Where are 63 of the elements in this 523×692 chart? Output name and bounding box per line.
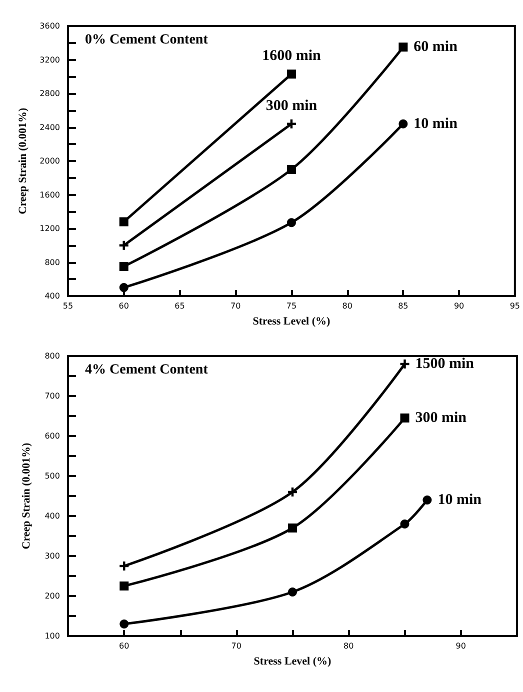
series-label: 300 min — [415, 410, 468, 426]
point — [286, 164, 296, 174]
x-tick-label: 85 — [398, 302, 408, 310]
y-tick-label: 400 — [44, 512, 60, 520]
y-tick-label: 200 — [44, 592, 60, 600]
x-tick-label: 90 — [454, 302, 464, 310]
point — [398, 119, 408, 128]
x-axis-title: Stress Level (%) — [252, 316, 330, 328]
x-tick-label: 70 — [230, 302, 241, 310]
x-tick-label: 55 — [62, 302, 74, 310]
y-tick-label: 700 — [44, 392, 60, 400]
point — [422, 496, 432, 504]
y-tick-label: 800 — [44, 258, 60, 267]
point — [120, 562, 129, 570]
chart-title: 0% Cement Content — [85, 32, 208, 48]
y-tick-label: 400 — [44, 292, 60, 300]
point — [286, 218, 296, 228]
point — [288, 524, 297, 532]
y-tick-label: 2800 — [40, 89, 60, 98]
point — [400, 360, 410, 368]
y-tick-label: 3200 — [40, 55, 60, 64]
y-tick-label: 2000 — [40, 156, 60, 166]
x-tick-label: 95 — [510, 302, 520, 310]
y-axis-title: Creep Strain (0.001%) — [17, 107, 30, 214]
series-label: 10 min — [438, 492, 482, 508]
series-label: 10 min — [414, 116, 458, 132]
point — [288, 588, 297, 596]
x-tick-label: 90 — [456, 642, 466, 650]
y-tick-label: 100 — [44, 632, 60, 640]
point — [400, 520, 410, 528]
point — [119, 283, 128, 292]
x-tick-label: 65 — [174, 302, 185, 310]
y-axis-title: Creep Strain (0.001%) — [20, 442, 32, 550]
point — [398, 42, 408, 52]
y-tick-label: 2400 — [40, 122, 60, 132]
y-tick-label: 800 — [44, 352, 60, 360]
x-axis-title: Stress Level (%) — [254, 656, 332, 668]
x-tick-label: 60 — [119, 642, 130, 650]
x-tick-label: 75 — [286, 302, 297, 310]
y-tick-label: 1200 — [40, 224, 60, 233]
y-tick-label: 1600 — [40, 190, 60, 200]
series-label: 300 min — [266, 98, 318, 114]
point — [119, 217, 128, 226]
y-tick-label: 300 — [44, 552, 60, 560]
point — [286, 70, 296, 79]
point — [120, 582, 129, 590]
point — [119, 240, 128, 250]
point — [120, 620, 129, 628]
y-tick-label: 3600 — [40, 22, 60, 30]
point — [288, 488, 297, 496]
x-tick-label: 60 — [118, 302, 129, 310]
series-label: 1600 min — [262, 48, 322, 64]
point — [286, 119, 296, 128]
series-label: 60 min — [414, 39, 458, 56]
x-tick-label: 80 — [344, 642, 354, 650]
point — [400, 414, 410, 422]
series-label: 1500 min — [415, 356, 475, 372]
x-tick-label: 70 — [231, 642, 242, 650]
point — [119, 262, 128, 271]
y-tick-label: 500 — [44, 472, 60, 480]
y-tick-label: 600 — [44, 432, 60, 440]
x-tick-label: 80 — [342, 302, 352, 310]
chart-title: 4% Cement Content — [85, 362, 208, 378]
